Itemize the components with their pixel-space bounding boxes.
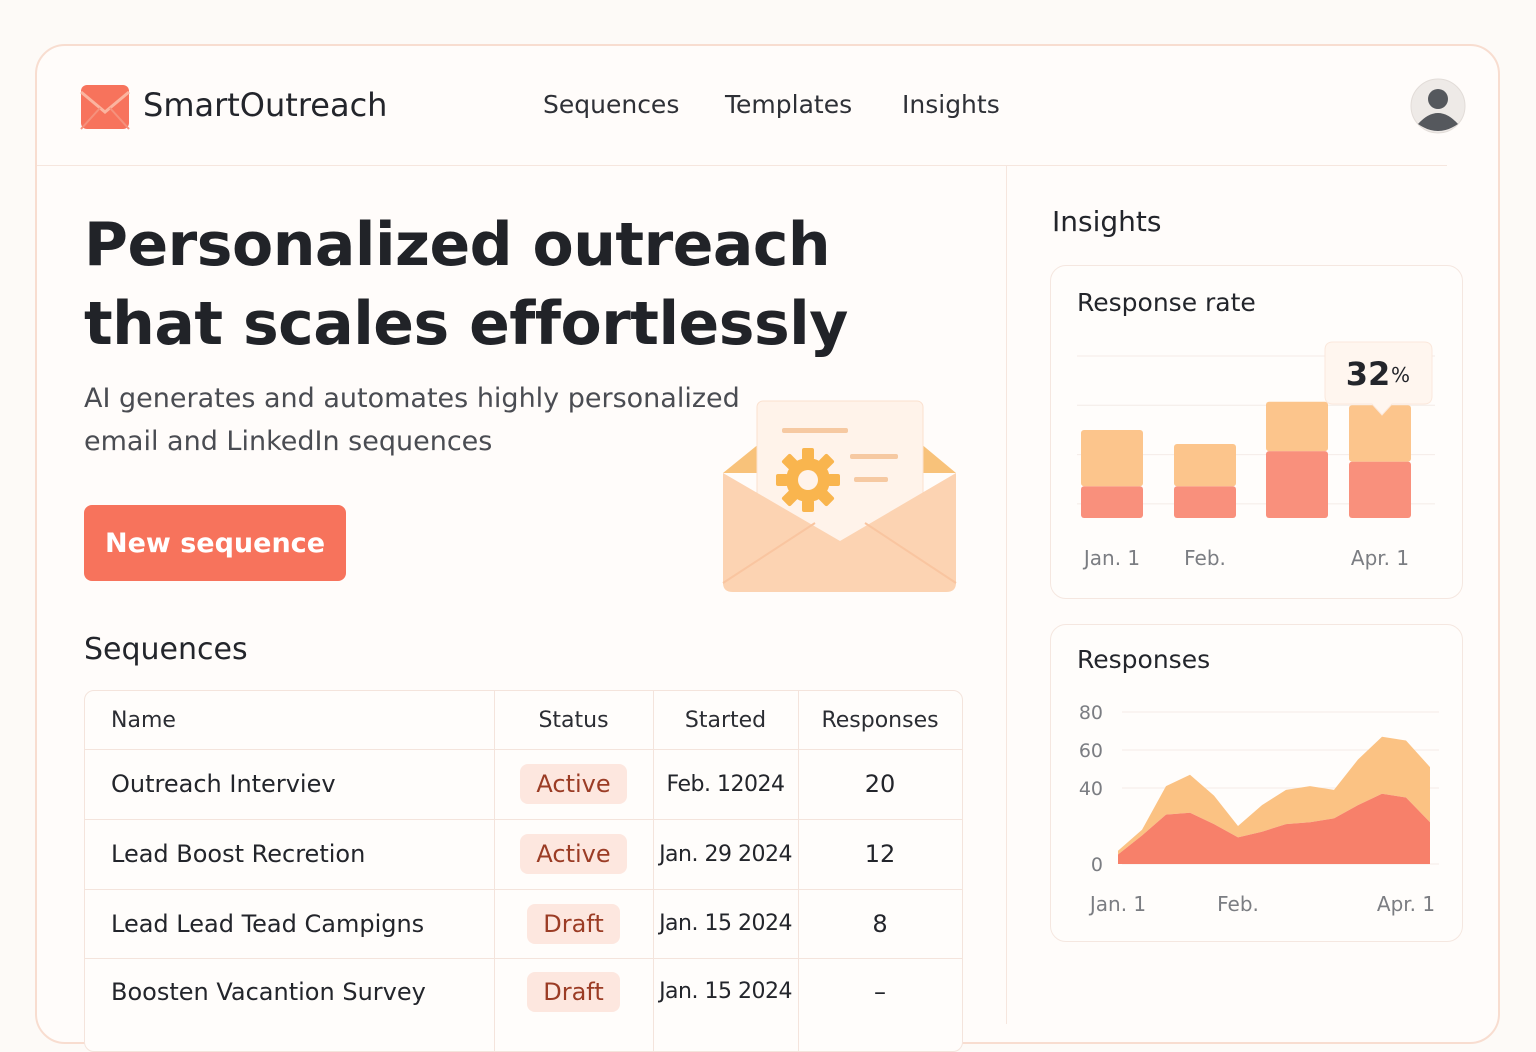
nav-link[interactable]: Insights [902, 90, 1000, 119]
bar-segment [1081, 429, 1143, 487]
column-header: Name [111, 707, 176, 733]
avatar[interactable] [1410, 78, 1466, 134]
sequence-name: Lead Lead Tead Campigns [111, 909, 425, 938]
x-tick-label: Jan. 1 [1088, 892, 1146, 916]
y-tick-label: 60 [1079, 740, 1103, 762]
panel-divider [1006, 166, 1007, 1024]
column-header: Responses [821, 707, 939, 733]
response-count: 8 [872, 909, 888, 938]
header-divider [37, 165, 1447, 166]
section-title: Insights [1052, 205, 1162, 238]
section-title: Sequences [84, 632, 248, 667]
status-cell: Draft [494, 889, 653, 958]
row-divider [85, 819, 962, 820]
logo [80, 85, 130, 130]
bar-segment [1266, 401, 1328, 452]
callout [1324, 341, 1433, 416]
y-tick-label: 80 [1079, 702, 1103, 724]
status-badge: Draft [527, 903, 620, 944]
sequence-name: Boosten Vacantion Survey [111, 977, 426, 1006]
bar-segment [1081, 486, 1143, 518]
response-count: 12 [864, 840, 896, 868]
row-divider [85, 889, 962, 890]
hero-subtitle: email and LinkedIn sequences [84, 426, 493, 457]
bar-segment [1349, 405, 1411, 462]
x-tick-label: Apr. 1 [1351, 546, 1409, 570]
x-tick-label: Feb. [1217, 892, 1259, 916]
callout-unit: % [1391, 363, 1410, 387]
area [1118, 793, 1430, 864]
x-tick-label: Jan. 1 [1082, 546, 1140, 570]
start-date: Jan. 15 2024 [659, 979, 792, 1004]
bar-segment [1174, 444, 1236, 487]
bar-segment [1174, 486, 1236, 518]
status-cell: Draft [494, 958, 653, 1025]
y-tick-label: 40 [1079, 778, 1103, 800]
page: {"header": {"brand": "SmartOutreach", "n… [35, 44, 1500, 1052]
row-divider [85, 958, 962, 959]
chart-title: Responses [1077, 645, 1210, 674]
status-badge: Draft [527, 971, 620, 1012]
status-badge: Active [520, 764, 627, 804]
hero-title: Personalized outreach [84, 210, 831, 280]
nav-link[interactable]: Sequences [543, 90, 680, 119]
column-divider [494, 691, 495, 1051]
x-tick-label: Feb. [1184, 546, 1226, 570]
responses-chart: Responses 80 60 40 0 Jan. 1 Feb. Apr. 1 [1077, 645, 1439, 916]
bar-segment [1266, 451, 1328, 518]
sequence-name: Lead Boost Recretion [111, 840, 366, 868]
start-date: Jan. 29 2024 [659, 841, 792, 867]
area [1118, 736, 1430, 855]
bar-segment [1349, 461, 1411, 518]
brand: SmartOutreach [143, 86, 388, 124]
status-cell: Active [494, 819, 653, 889]
column-divider [798, 691, 799, 1051]
column-header: Status [538, 707, 609, 733]
callout-value: 32 [1346, 355, 1391, 393]
status-badge: Active [520, 834, 627, 874]
hero-subtitle: AI generates and automates highly person… [84, 383, 740, 414]
nav-link[interactable]: Templates [725, 90, 853, 119]
sequences-table: Name Status Started Responses Outreach Inter… [84, 690, 963, 1052]
column-header: Started [684, 707, 767, 733]
envelope-illustration [722, 400, 957, 592]
sequence-name: Outreach Interviev [111, 770, 336, 798]
response-count: – [874, 977, 886, 1006]
column-divider [653, 691, 654, 1051]
start-date: Feb. 12024 [666, 771, 785, 797]
hero-title: that scales effortlessly [84, 289, 848, 359]
chart-title: Response rate [1077, 288, 1256, 317]
status-cell: Active [494, 749, 653, 819]
new-sequence-button[interactable]: New sequence [84, 505, 346, 581]
row-divider [85, 749, 962, 750]
start-date: Jan. 15 2024 [659, 911, 792, 936]
response-count: 20 [864, 770, 896, 798]
response-rate-chart: Response rate Jan. 1 Feb. Apr. 1 32% [1077, 288, 1435, 570]
x-tick-label: Apr. 1 [1377, 892, 1435, 916]
y-tick-label: 0 [1091, 854, 1103, 876]
